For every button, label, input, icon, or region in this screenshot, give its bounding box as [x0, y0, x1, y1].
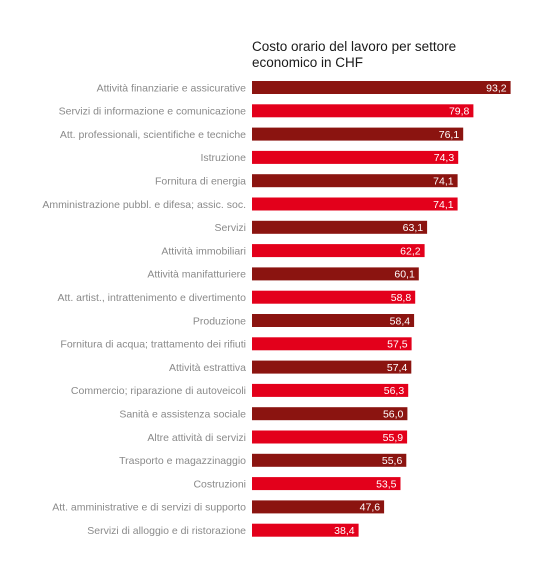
- category-label-5: Amministrazione pubbl. e difesa; assic. …: [42, 199, 246, 211]
- category-label-11: Fornitura di acqua; trattamento dei rifi…: [60, 339, 246, 351]
- bar-8: [252, 267, 419, 281]
- bar-10: [252, 314, 415, 327]
- bar-0: [252, 81, 511, 94]
- value-label-18: 47,6: [360, 502, 381, 514]
- value-label-10: 58,4: [390, 315, 411, 327]
- category-label-3: Istruzione: [200, 152, 246, 164]
- bar-5: [252, 197, 458, 211]
- category-label-18: Att. amministrative e di servizi di supp…: [52, 502, 246, 514]
- bar-9: [252, 290, 416, 304]
- bar-15: [252, 430, 408, 444]
- value-label-9: 58,8: [391, 292, 412, 304]
- category-label-7: Attività immobiliari: [161, 245, 246, 257]
- category-label-6: Servizi: [214, 222, 246, 234]
- category-label-1: Servizi di informazione e comunicazione: [59, 106, 246, 118]
- value-label-16: 55,6: [382, 455, 403, 467]
- value-label-1: 79,8: [449, 106, 470, 118]
- value-label-3: 74,3: [434, 152, 455, 164]
- bar-13: [252, 383, 409, 397]
- category-label-8: Attività manifatturiere: [147, 269, 246, 281]
- category-label-15: Altre attività di servizi: [147, 432, 246, 444]
- chart-title-line-1: Costo orario del lavoro per settore: [252, 39, 457, 54]
- value-label-12: 57,4: [387, 362, 408, 374]
- category-label-10: Produzione: [193, 315, 246, 327]
- bar-14: [252, 407, 408, 421]
- bar-19: [252, 523, 359, 537]
- category-label-12: Attività estrattiva: [169, 362, 246, 374]
- bar-11: [252, 337, 412, 351]
- value-label-7: 62,2: [400, 245, 421, 257]
- value-label-0: 93,2: [486, 82, 507, 94]
- chart-title-line-2: economico in CHF: [252, 55, 364, 70]
- bar-16: [252, 453, 407, 467]
- value-label-4: 74,1: [433, 176, 454, 188]
- bar-6: [252, 220, 428, 234]
- bar-12: [252, 360, 412, 374]
- category-label-19: Servizi di alloggio e di ristorazione: [87, 525, 246, 537]
- category-label-9: Att. artist., intrattenimento e divertim…: [58, 292, 247, 304]
- value-label-11: 57,5: [387, 339, 408, 351]
- value-label-15: 55,9: [383, 432, 404, 444]
- bar-2: [252, 127, 464, 141]
- category-label-14: Sanità e assistenza sociale: [119, 409, 246, 421]
- chart-title: Costo orario del lavoro per settore econ…: [252, 39, 512, 71]
- bar-17: [252, 477, 401, 491]
- category-label-2: Att. professionali, scientifiche e tecni…: [60, 129, 246, 141]
- value-label-8: 60,1: [394, 269, 415, 281]
- value-label-2: 76,1: [439, 129, 460, 141]
- value-label-17: 53,5: [376, 478, 397, 490]
- value-label-6: 63,1: [403, 222, 424, 234]
- bar-3: [252, 150, 459, 164]
- value-label-19: 38,4: [334, 525, 355, 537]
- bar-18: [252, 500, 385, 514]
- category-label-0: Attività finanziarie e assicurative: [97, 82, 247, 94]
- category-label-16: Trasporto e magazzinaggio: [119, 455, 246, 467]
- category-label-4: Fornitura di energia: [155, 176, 246, 188]
- bar-7: [252, 244, 425, 258]
- category-label-17: Costruzioni: [193, 478, 246, 490]
- bar-4: [252, 174, 458, 188]
- bar-1: [252, 104, 474, 118]
- category-label-13: Commercio; riparazione di autoveicoli: [71, 385, 246, 397]
- value-label-13: 56,3: [384, 385, 405, 397]
- value-label-5: 74,1: [433, 199, 454, 211]
- value-label-14: 56,0: [383, 409, 404, 421]
